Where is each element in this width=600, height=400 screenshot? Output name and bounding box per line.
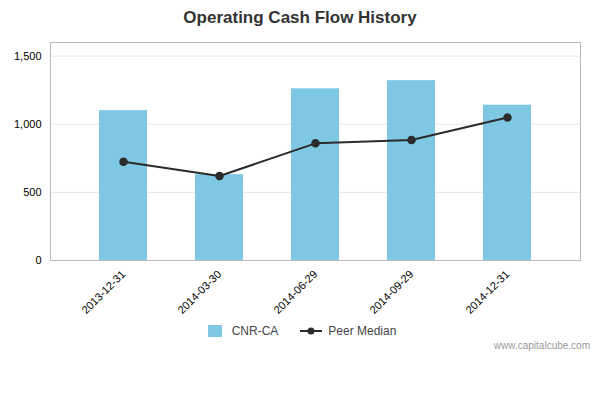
svg-text:2014-03-30: 2014-03-30 bbox=[175, 268, 223, 316]
html-text:Peer Median: Peer Median bbox=[328, 324, 397, 338]
svg-text:0: 0 bbox=[35, 254, 41, 266]
svg-text:2014-09-29: 2014-09-29 bbox=[367, 268, 415, 316]
svg-text:1,000: 1,000 bbox=[14, 118, 42, 130]
html-text:CNR-CA: CNR-CA bbox=[231, 324, 279, 338]
html-text:Operating Cash Flow History: Operating Cash Flow History bbox=[183, 8, 417, 27]
svg-text:2014-06-29: 2014-06-29 bbox=[271, 268, 319, 316]
html-text:www.capitalcube.com: www.capitalcube.com bbox=[493, 340, 590, 351]
svg-text:500: 500 bbox=[23, 186, 41, 198]
svg-text:2013-12-31: 2013-12-31 bbox=[79, 268, 127, 316]
svg-text:2014-12-31: 2014-12-31 bbox=[463, 268, 511, 316]
svg-text:1,500: 1,500 bbox=[14, 50, 42, 62]
